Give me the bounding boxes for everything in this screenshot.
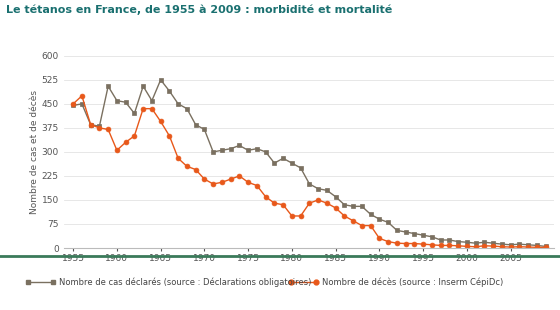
Text: Nombre de cas déclarés (source : Déclarations obligatoires): Nombre de cas déclarés (source : Déclara… xyxy=(59,277,311,286)
Y-axis label: Nombre de cas et de décès: Nombre de cas et de décès xyxy=(30,90,39,214)
Text: Nombre de décès (source : Inserm CépiDc): Nombre de décès (source : Inserm CépiDc) xyxy=(322,277,503,286)
Text: Le tétanos en France, de 1955 à 2009 : morbidité et mortalité: Le tétanos en France, de 1955 à 2009 : m… xyxy=(6,5,392,15)
